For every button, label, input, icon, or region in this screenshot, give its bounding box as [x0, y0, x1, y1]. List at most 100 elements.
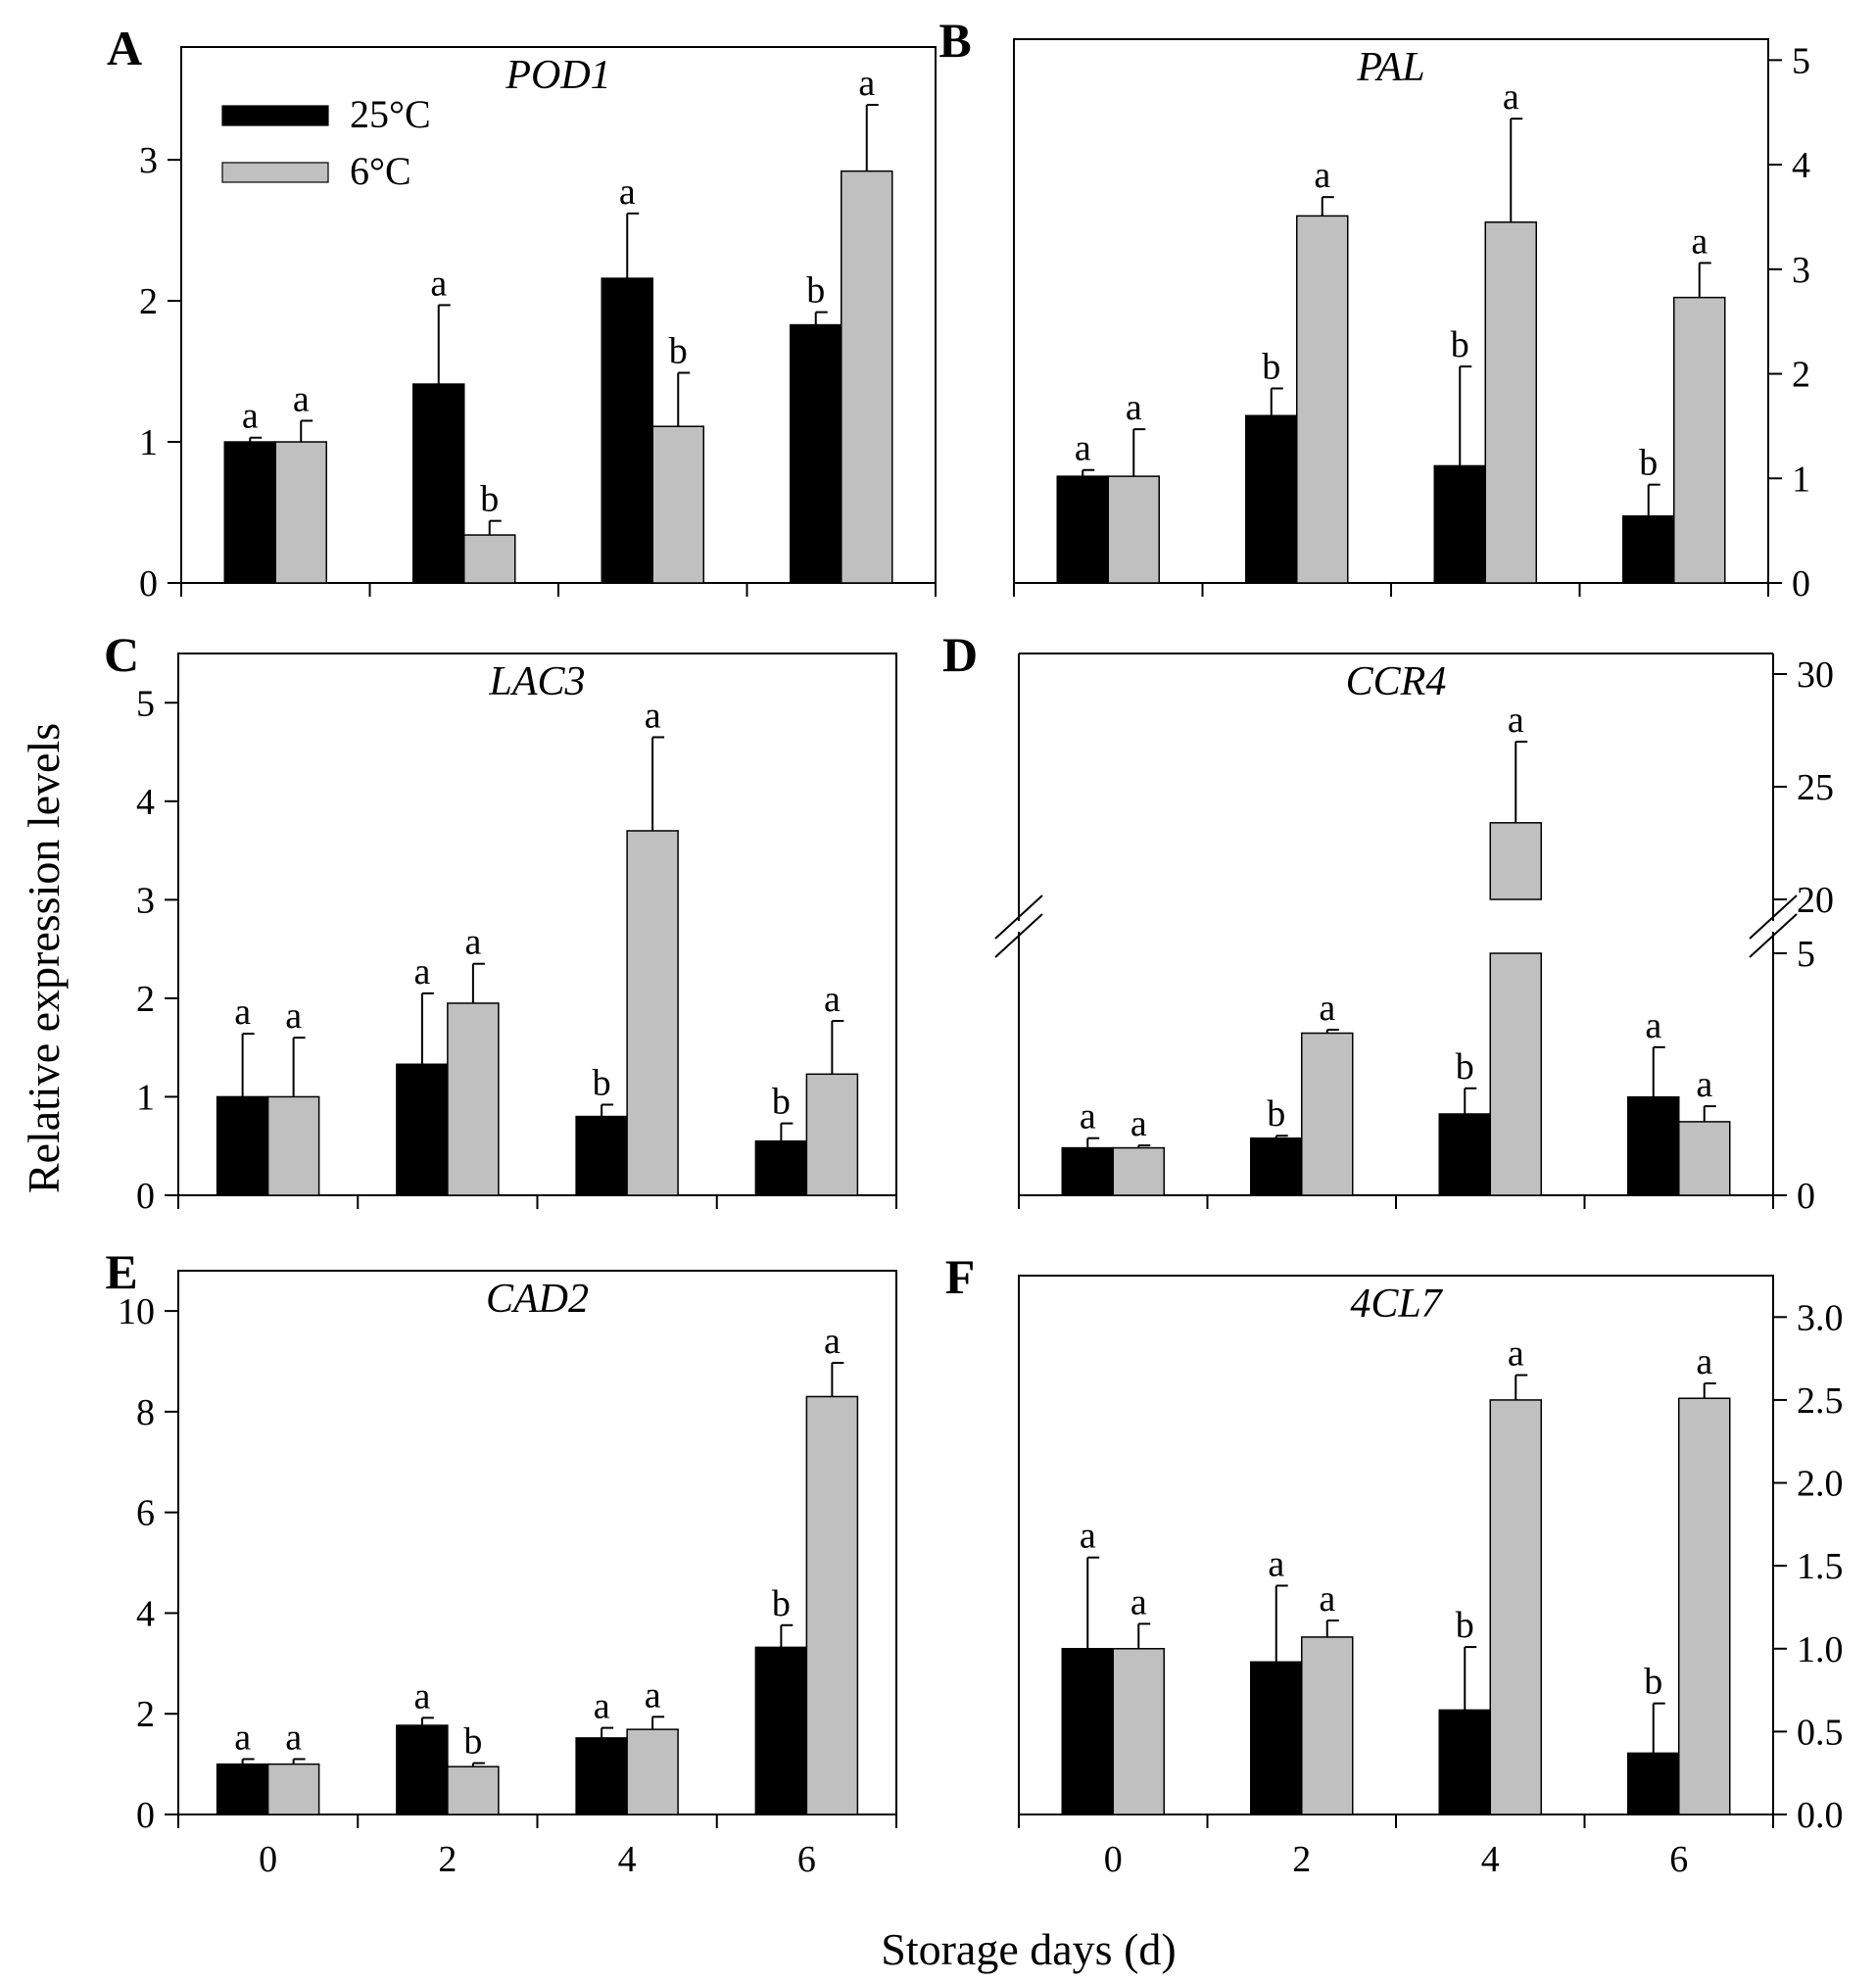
significance-letter: a [1080, 1516, 1096, 1557]
bar-6c [266, 1763, 320, 1815]
bar-25c [1245, 414, 1298, 584]
significance-letter: a [413, 1675, 430, 1717]
significance-letter: a [645, 695, 661, 736]
bar-25c [396, 1724, 449, 1815]
bar-25c [1627, 1752, 1680, 1815]
significance-letter: b [480, 479, 499, 520]
significance-letter: a [430, 263, 447, 304]
bar-6c [1673, 296, 1726, 584]
y-tick-label: 4 [136, 782, 155, 823]
legend-label: 25°C [350, 92, 431, 136]
y-tick-label: 0.5 [1797, 1712, 1844, 1753]
significance-letter: a [1080, 1096, 1096, 1137]
x-tick-label: 4 [618, 1839, 637, 1880]
x-tick-label: 0 [259, 1839, 277, 1880]
significance-letter: b [772, 1082, 791, 1123]
panel-letter: D [942, 627, 978, 682]
bar-25c [1250, 1137, 1303, 1196]
significance-letter: b [1267, 1093, 1285, 1135]
y-tick-label: 1 [1792, 459, 1810, 500]
bar-6c [1301, 1032, 1354, 1196]
significance-letter: a [1130, 1581, 1147, 1622]
y-tick-label: 0 [1797, 1176, 1815, 1217]
bar-25c [1061, 1146, 1114, 1196]
significance-letter: b [1456, 1605, 1474, 1646]
bar-6c [447, 1002, 500, 1196]
panel-title: LAC3 [488, 659, 585, 704]
bar-6c [1296, 215, 1349, 584]
bar-6c [1489, 1399, 1542, 1815]
bar-25c [1622, 514, 1675, 584]
y-tick-label: 30 [1797, 654, 1834, 696]
x-tick-label: 4 [1481, 1839, 1500, 1880]
bar-6c [1301, 1636, 1354, 1815]
y-tick-label: 0 [1792, 563, 1810, 605]
y-tick-label: 5 [1792, 40, 1810, 81]
panel-title: POD1 [505, 53, 610, 98]
bar-6c [651, 425, 704, 584]
bar-6c [463, 534, 516, 584]
significance-letter: a [1268, 1543, 1284, 1584]
significance-letter: b [772, 1583, 791, 1624]
panel-title: 4CL7 [1350, 1282, 1443, 1327]
bar-25c [1061, 1648, 1114, 1815]
y-tick-label: 1.5 [1797, 1546, 1844, 1587]
bar-6c [1112, 1648, 1165, 1815]
significance-letter: a [1314, 155, 1330, 196]
significance-letter: b [463, 1721, 482, 1763]
y-tick-label: 5 [136, 683, 155, 724]
significance-letter: a [285, 995, 302, 1037]
significance-letter: a [1319, 988, 1335, 1029]
panel-letter: E [105, 1244, 137, 1299]
bar-6c [1484, 221, 1537, 584]
bar-6c [626, 1728, 679, 1815]
legend-label: 6°C [350, 149, 411, 193]
significance-letter: a [234, 1717, 251, 1758]
y-tick-label: 20 [1797, 880, 1834, 921]
y-tick-label: 2.5 [1797, 1380, 1844, 1422]
bar-25c [790, 323, 842, 584]
panel-letter: B [938, 13, 971, 68]
significance-letter: b [593, 1062, 611, 1103]
significance-letter: b [1456, 1046, 1474, 1088]
axis-break-mark [994, 895, 1043, 940]
significance-letter: a [1696, 1341, 1712, 1382]
y-tick-label: 0 [139, 563, 158, 605]
bar-6c [447, 1765, 500, 1815]
bar-25c [754, 1139, 808, 1196]
significance-letter: a [824, 1321, 841, 1362]
y-tick-label: 3.0 [1797, 1297, 1844, 1338]
y-tick-label: 6 [136, 1493, 155, 1534]
x-tick-label: 6 [797, 1839, 816, 1880]
significance-letter: a [645, 1674, 661, 1716]
significance-letter: a [1645, 1005, 1661, 1046]
significance-letter: a [824, 979, 841, 1020]
y-tick-label: 0 [136, 1795, 155, 1836]
bar-6c-lower [1489, 952, 1542, 1196]
y-tick-label: 4 [136, 1593, 155, 1634]
bar-25c [1438, 1113, 1491, 1196]
bar-25c [1627, 1095, 1680, 1196]
significance-letter: a [285, 1717, 302, 1758]
panel-letter: A [107, 21, 142, 75]
significance-letter: b [806, 270, 825, 312]
y-tick-label: 5 [1797, 934, 1815, 975]
x-tick-label: 6 [1669, 1839, 1688, 1880]
significance-letter: b [1639, 443, 1658, 484]
bar-6c [1112, 1146, 1165, 1196]
x-tick-label: 2 [438, 1839, 457, 1880]
bar-25c [1438, 1709, 1491, 1815]
y-tick-label: 1 [139, 422, 158, 463]
bar-6c [805, 1395, 859, 1815]
bar-25c [223, 441, 276, 584]
significance-letter: a [858, 63, 875, 104]
axis-break-mark [1749, 913, 1798, 958]
bar-25c [396, 1063, 449, 1196]
bar-6c-upper [1489, 822, 1542, 900]
bar-25c [601, 277, 653, 584]
significance-letter: a [464, 922, 481, 963]
